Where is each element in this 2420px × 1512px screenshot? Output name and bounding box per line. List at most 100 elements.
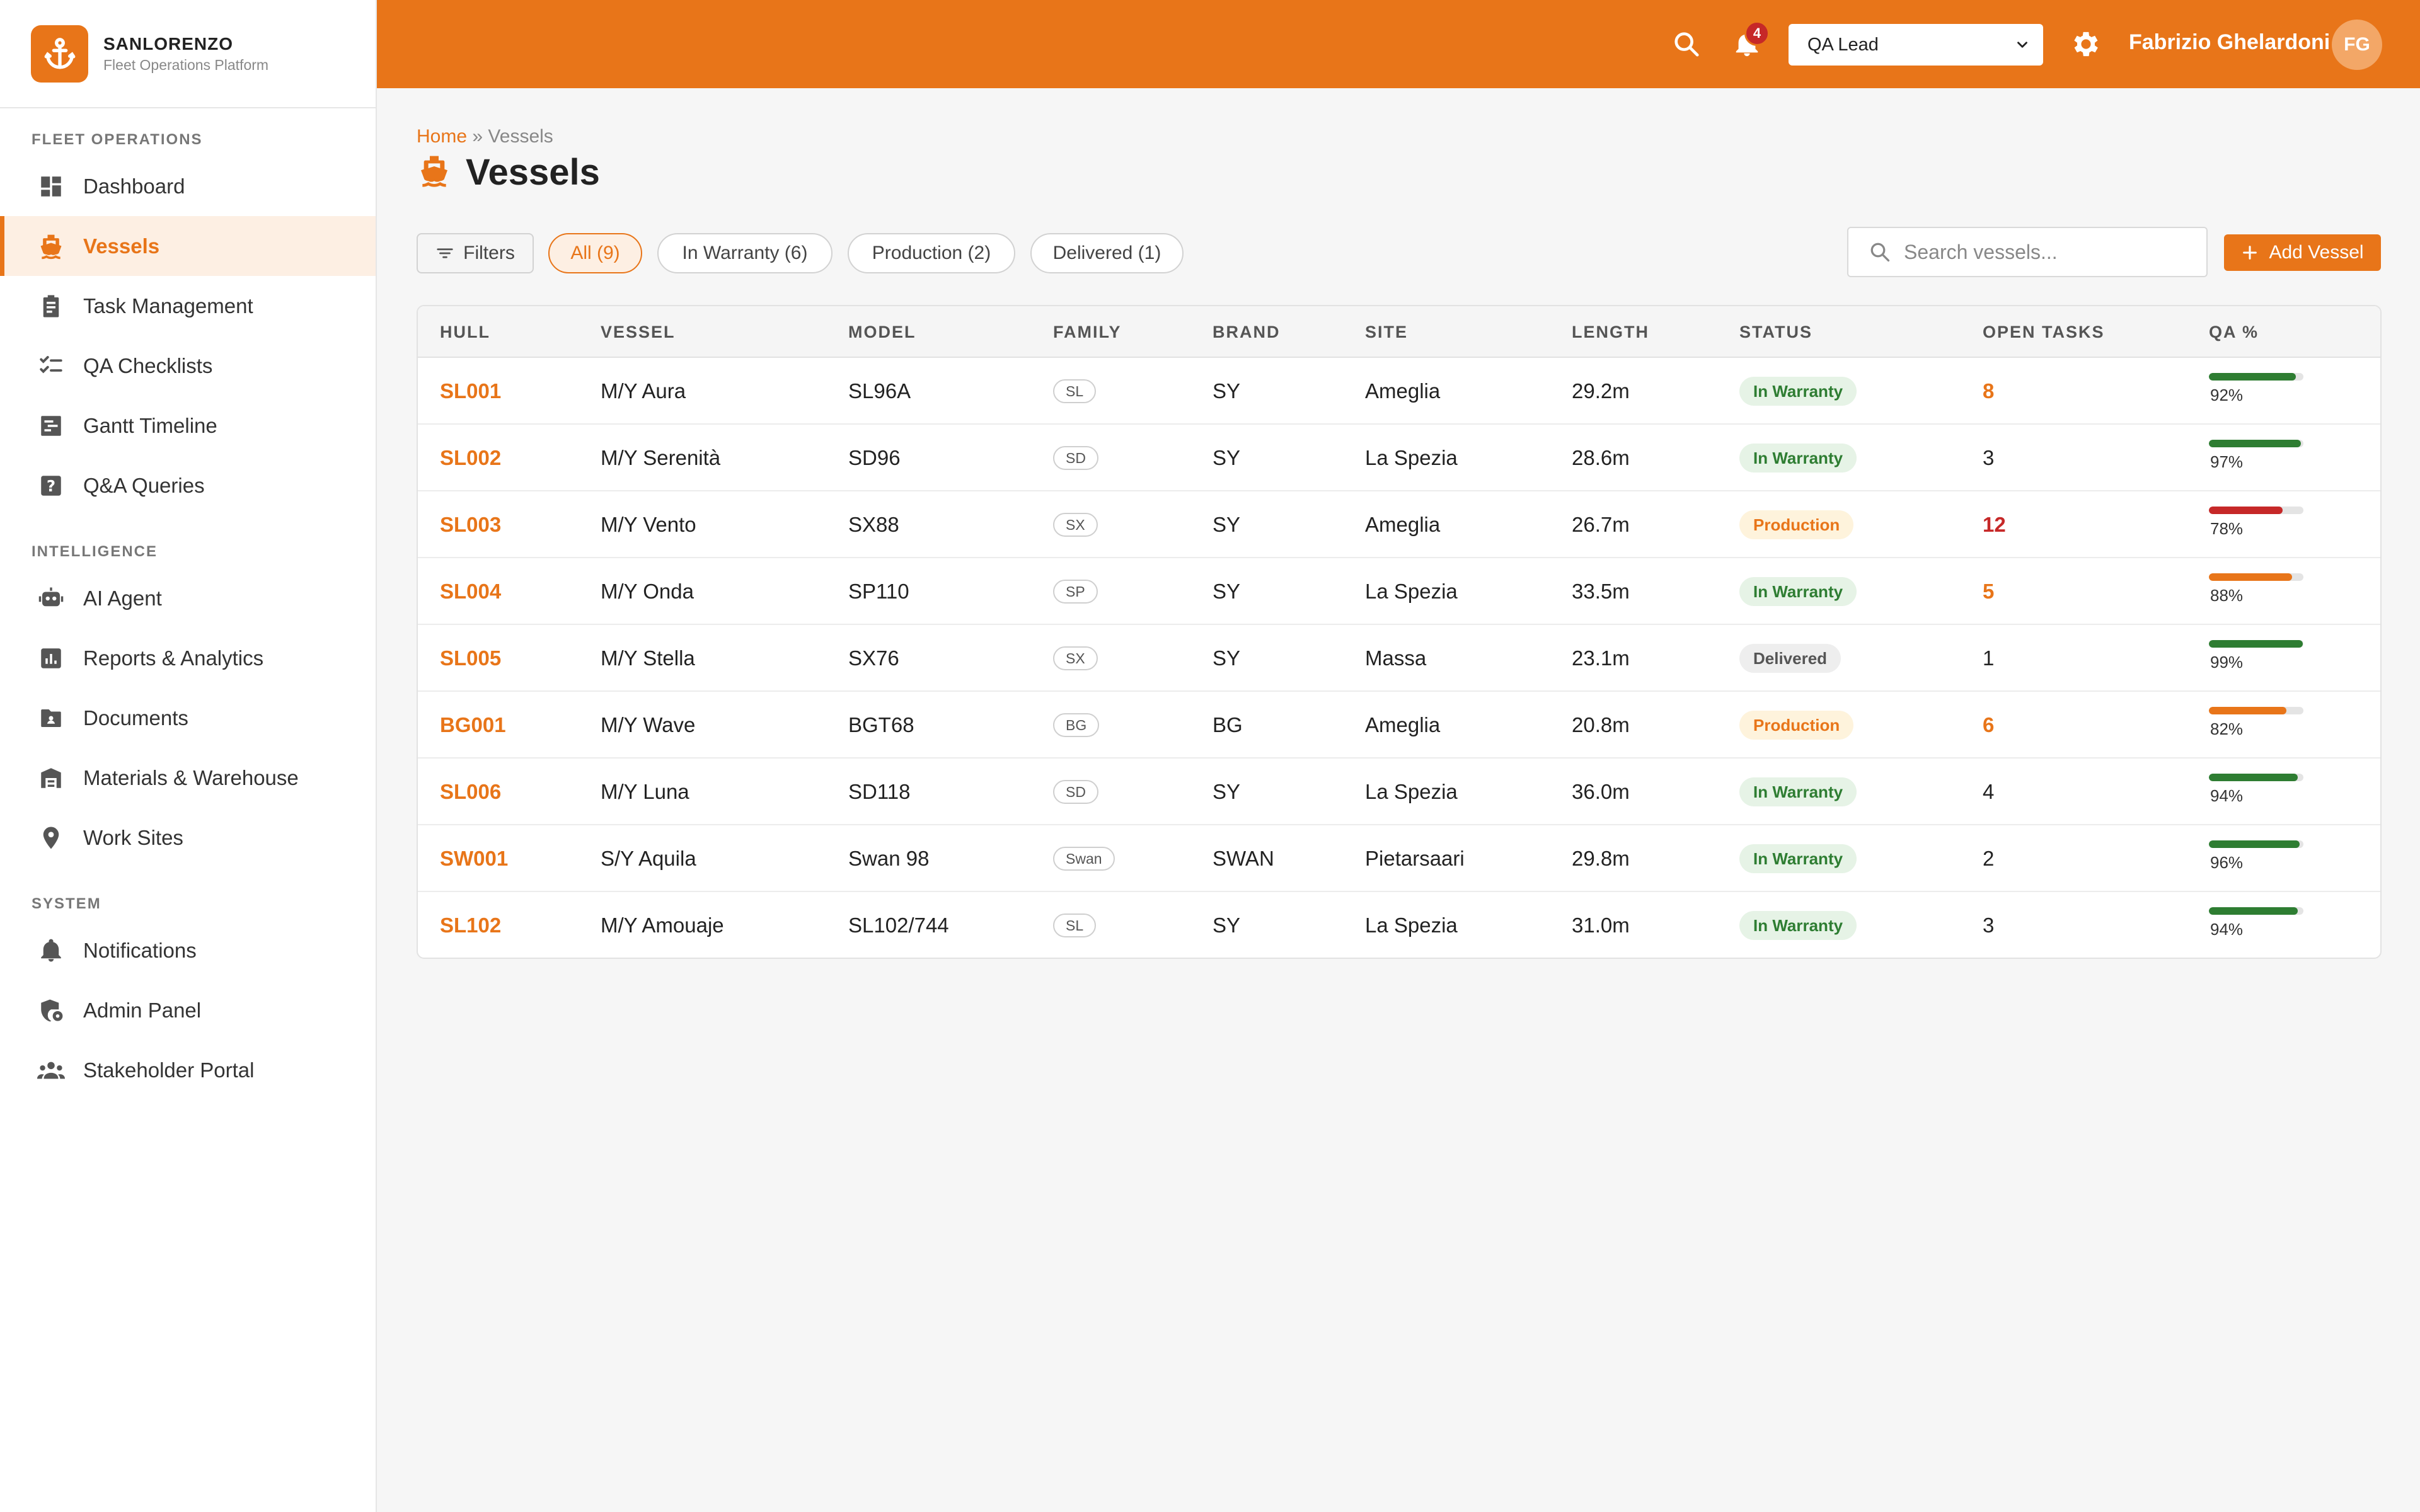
column-header-qa[interactable]: QA % [2209, 322, 2259, 341]
qa-percent: 88% [2210, 586, 2244, 605]
breadcrumb-current: Vessels [488, 126, 553, 147]
qa-progress: 97% [2209, 425, 2335, 491]
hull-link-cell: SW001 [440, 825, 508, 892]
qa-percent: 99% [2210, 653, 2244, 672]
table-row[interactable]: SL005 M/Y Stella SX76 SX SY Massa 23.1m Deliver… [418, 625, 2380, 692]
model: SL102/744 [848, 914, 949, 937]
qa-progress-fill [2209, 707, 2286, 714]
sidebar-item-stakeholder-portal[interactable]: Stakeholder Portal [0, 1040, 376, 1100]
hull-link[interactable]: SL002 [440, 446, 502, 469]
sidebar-item-label: Task Management [83, 294, 253, 318]
column-header-vessel[interactable]: VESSEL [601, 322, 676, 341]
table-row[interactable]: SL004 M/Y Onda SP110 SP SY La Spezia 33.5m In W… [418, 558, 2380, 625]
sidebar-item-ai-agent[interactable]: AI Agent [0, 568, 376, 628]
sidebar-item-notifications[interactable]: Notifications [0, 920, 376, 980]
page-header: Vessels [417, 151, 600, 193]
status-badge-cell: In Warranty [1739, 892, 1857, 958]
hull-link[interactable]: SL102 [440, 914, 502, 937]
sidebar-item-q-a-queries[interactable]: ? Q&A Queries [0, 455, 376, 515]
model: SD96 [848, 446, 901, 469]
column-header-open-tasks[interactable]: OPEN TASKS [1983, 322, 2105, 341]
brand-cell: SY [1213, 358, 1240, 425]
table-row[interactable]: SL001 M/Y Aura SL96A SL SY Ameglia 29.2m In War… [418, 358, 2380, 425]
hull-link[interactable]: SW001 [440, 847, 509, 870]
table-header: HULL VESSEL MODEL FAMILY BRAND SITE LENGTH STAT… [418, 306, 2380, 358]
avatar[interactable]: FG [2332, 20, 2382, 70]
sidebar-item-reports-analytics[interactable]: Reports & Analytics [0, 628, 376, 688]
sidebar-item-qa-checklists[interactable]: QA Checklists [0, 336, 376, 396]
status-badge-cell: In Warranty [1739, 558, 1857, 625]
family-tag: BG [1053, 713, 1100, 737]
sidebar-item-work-sites[interactable]: Work Sites [0, 808, 376, 868]
sidebar-item-vessels[interactable]: Vessels [0, 216, 376, 276]
breadcrumb-home[interactable]: Home [417, 126, 468, 147]
column-header-model[interactable]: MODEL [848, 322, 916, 341]
hull-link[interactable]: BG001 [440, 713, 506, 736]
table-row[interactable]: SL003 M/Y Vento SX88 SX SY Ameglia 26.7m Produc… [418, 491, 2380, 558]
site: La Spezia [1365, 780, 1458, 803]
chip-production[interactable]: Production (2) [848, 233, 1015, 273]
admin-shield-icon [37, 996, 66, 1025]
open-tasks: 3 [1983, 446, 1995, 469]
hull-link-cell: SL001 [440, 358, 501, 425]
filters-button[interactable]: Filters [417, 233, 534, 273]
column-header-brand[interactable]: BRAND [1213, 322, 1281, 341]
brand[interactable]: SANLORENZO Fleet Operations Platform [0, 0, 376, 108]
sidebar-item-dashboard[interactable]: Dashboard [0, 156, 376, 216]
hull-link[interactable]: SL001 [440, 379, 502, 403]
qa-progress-fill [2209, 640, 2303, 648]
chip-all[interactable]: All (9) [548, 233, 642, 273]
chip-delivered[interactable]: Delivered (1) [1030, 233, 1184, 273]
qa-progress-fill [2209, 840, 2300, 848]
user-name[interactable]: Fabrizio Ghelardoni [2129, 30, 2331, 54]
chip-in-warranty[interactable]: In Warranty (6) [657, 233, 833, 273]
search-icon [1869, 241, 1891, 263]
search-icon[interactable] [1670, 28, 1703, 60]
qa-progress-track [2209, 774, 2303, 781]
column-header-site[interactable]: SITE [1365, 322, 1409, 341]
sidebar-item-documents[interactable]: Documents [0, 688, 376, 748]
qa-percent: 78% [2210, 519, 2244, 538]
sidebar-item-task-management[interactable]: Task Management [0, 276, 376, 336]
table-row[interactable]: BG001 M/Y Wave BGT68 BG BG Ameglia 20.8m Produc… [418, 692, 2380, 759]
hull-link[interactable]: SL006 [440, 780, 502, 803]
table-row[interactable]: SL102 M/Y Amouaje SL102/744 SL SY La Spezia 31… [418, 892, 2380, 958]
column-header-status[interactable]: STATUS [1739, 322, 1812, 341]
sidebar-item-label: Materials & Warehouse [83, 765, 299, 789]
add-vessel-button[interactable]: Add Vessel [2224, 234, 2381, 271]
sidebar-item-label: Reports & Analytics [83, 646, 264, 670]
sidebar-section-label: SYSTEM [32, 895, 101, 912]
hull-link[interactable]: SL003 [440, 513, 502, 536]
svg-text:?: ? [47, 476, 55, 495]
hull-link[interactable]: SL005 [440, 646, 502, 670]
table-row[interactable]: SL006 M/Y Luna SD118 SD SY La Spezia 36.0m In W… [418, 759, 2380, 825]
role-select-value: QA Lead [1807, 34, 1879, 55]
column-header-hull[interactable]: HULL [440, 322, 490, 341]
family-tag: SL [1053, 914, 1097, 937]
open-tasks: 4 [1983, 780, 1995, 803]
hull-link[interactable]: SL004 [440, 580, 502, 603]
table-row[interactable]: SL002 M/Y Serenità SD96 SD SY La Spezia 28.6m I… [418, 425, 2380, 491]
sidebar-item-admin-panel[interactable]: Admin Panel [0, 980, 376, 1040]
column-header-length[interactable]: LENGTH [1572, 322, 1649, 341]
column-header-family[interactable]: FAMILY [1053, 322, 1122, 341]
gantt-icon [37, 411, 66, 440]
sidebar-item-gantt-timeline[interactable]: Gantt Timeline [0, 396, 376, 455]
search-input[interactable]: Search vessels... [1847, 227, 2208, 277]
status-badge: In Warranty [1739, 777, 1857, 806]
qa-percent: 94% [2210, 786, 2244, 805]
filter-lines-icon [435, 244, 454, 263]
top-bar: 4 QA Lead Fabrizio Ghelardoni FG [377, 0, 2420, 88]
vessel-name-cell: M/Y Aura [601, 358, 686, 425]
family-tag: SD [1053, 780, 1098, 804]
warehouse-icon [37, 764, 66, 793]
vessel-name: M/Y Onda [601, 580, 694, 603]
qa-progress-fill [2209, 440, 2301, 447]
role-select[interactable]: QA Lead [1789, 24, 2043, 66]
table-row[interactable]: SW001 S/Y Aquila Swan 98 Swan SWAN Pietarsaar… [418, 825, 2380, 892]
sidebar-item-materials-warehouse[interactable]: Materials & Warehouse [0, 748, 376, 808]
family-tag: Swan [1053, 847, 1115, 871]
length-cell: 33.5m [1572, 558, 1630, 625]
gear-icon[interactable] [2068, 26, 2104, 62]
sidebar-nav: FLEET OPERATIONS Dashboard Vessels Task Man… [0, 129, 376, 1100]
